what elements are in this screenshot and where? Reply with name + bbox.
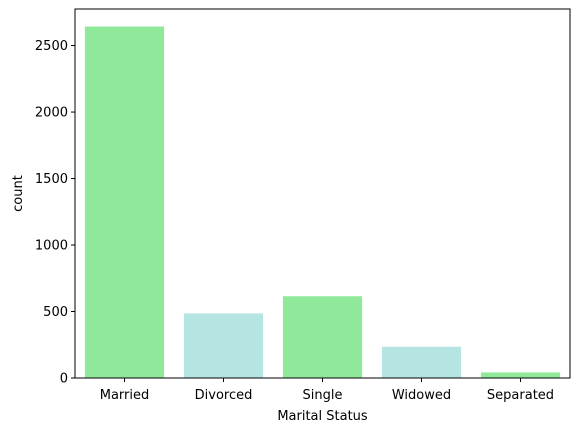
x-tick-label: Single <box>303 388 343 403</box>
y-axis-label: count <box>11 175 26 212</box>
x-tick-label: Divorced <box>195 388 253 403</box>
x-tick-label: Separated <box>487 388 554 403</box>
bar-separated <box>480 372 561 378</box>
x-tick-label: Widowed <box>392 388 451 403</box>
bars-group <box>84 26 561 379</box>
bar-married <box>84 26 165 379</box>
y-tick-label: 1000 <box>35 239 68 254</box>
y-tick-label: 2500 <box>35 39 68 54</box>
y-tick-label: 0 <box>60 372 68 387</box>
x-tick-label: Married <box>100 388 150 403</box>
y-tick-label: 500 <box>43 305 68 320</box>
y-axis-ticks: 0 500 1000 1500 2000 2500 <box>35 39 75 387</box>
x-axis-ticks: Married Divorced Single Widowed Separated <box>100 378 554 403</box>
bar-divorced <box>183 313 264 378</box>
y-tick-label: 1500 <box>35 172 68 187</box>
plot-frame <box>74 8 571 379</box>
y-tick-label: 2000 <box>35 106 68 121</box>
bar-single <box>282 296 363 378</box>
bar-widowed <box>381 346 462 378</box>
x-axis-label: Marital Status <box>277 409 368 424</box>
